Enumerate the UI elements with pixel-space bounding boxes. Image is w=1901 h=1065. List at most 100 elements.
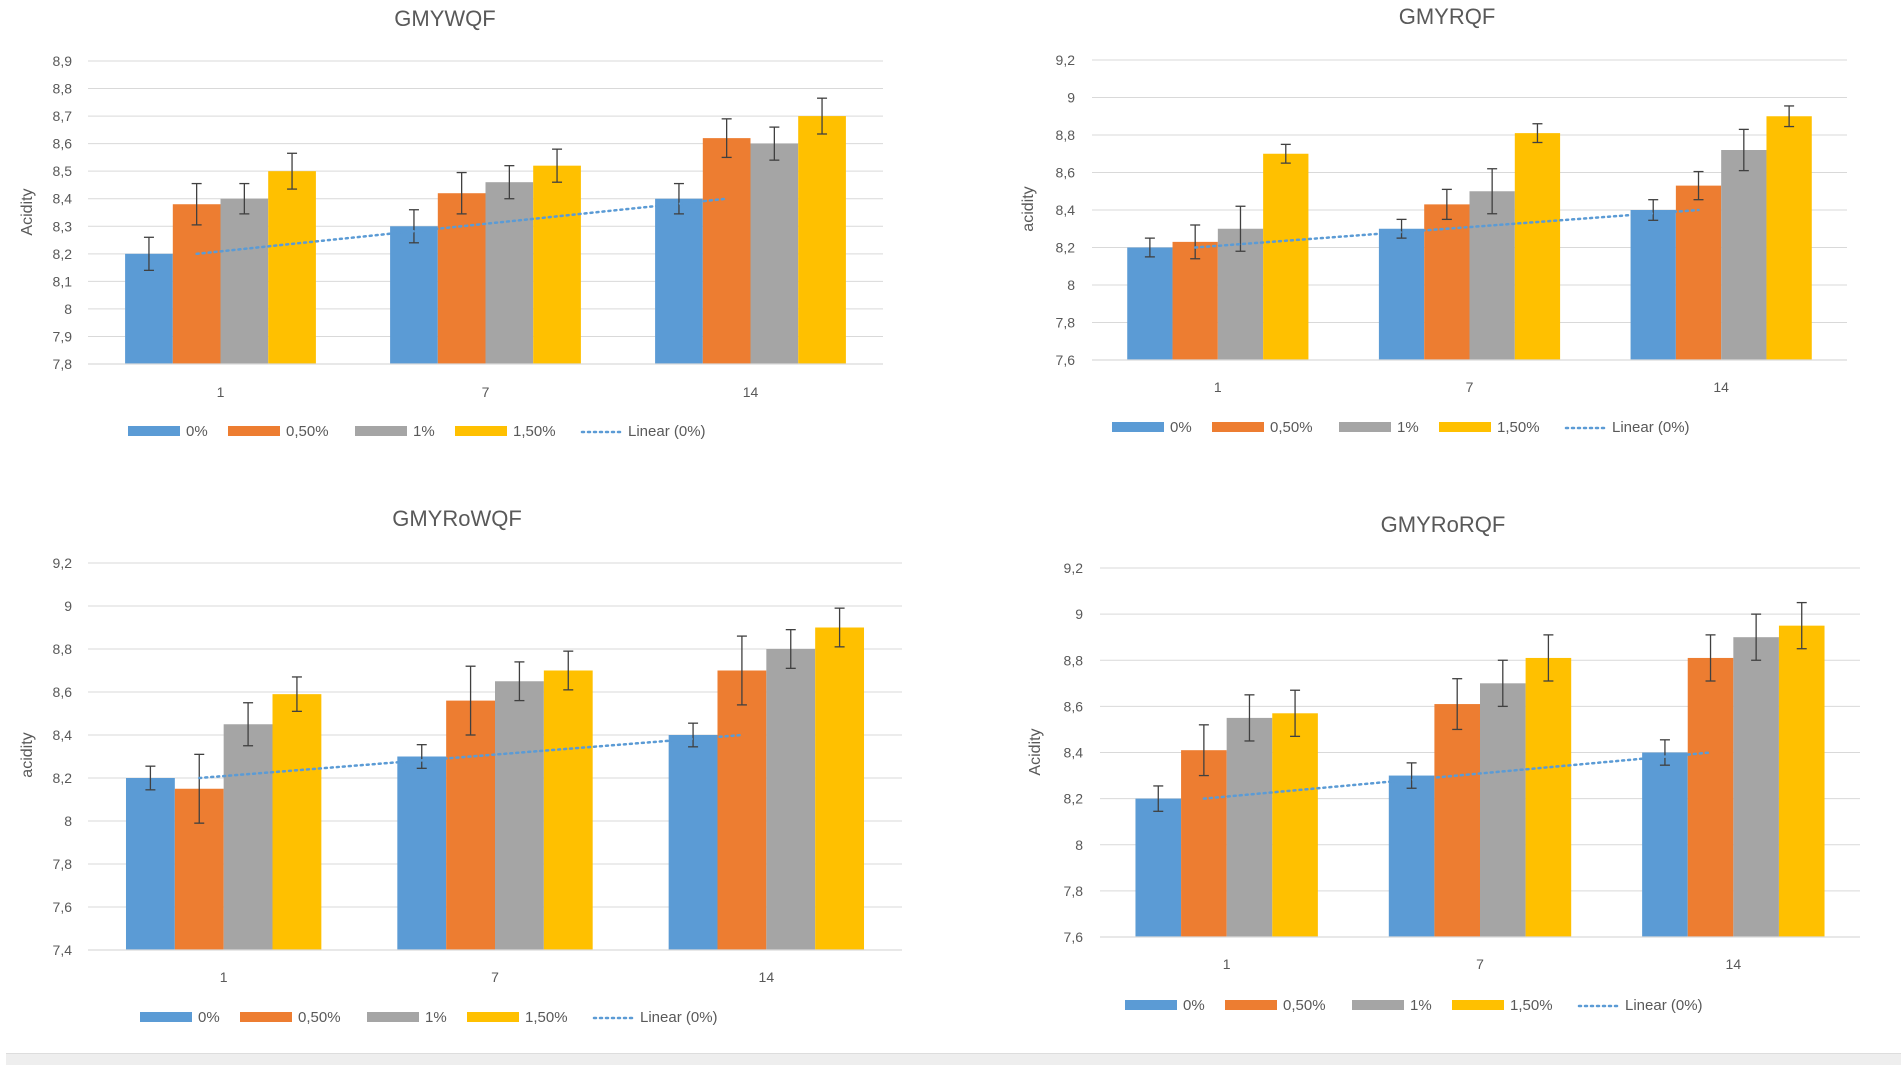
legend-label: 0%: [186, 423, 208, 440]
y-tick-label: 8,4: [53, 191, 73, 207]
bar: [798, 116, 846, 364]
legend-label: Linear (0%): [1625, 997, 1703, 1014]
bar: [1721, 150, 1767, 360]
legend-label: 1,50%: [525, 1009, 568, 1026]
legend-label: 1,50%: [1510, 997, 1553, 1014]
trendline: [1193, 208, 1700, 249]
y-tick-label: 8,3: [53, 218, 73, 234]
chart-title: GMYWQF: [394, 6, 495, 31]
bar: [1766, 116, 1812, 360]
legend-label: 0,50%: [1283, 997, 1326, 1014]
y-axis-label: acidity: [19, 732, 36, 777]
bar: [1263, 153, 1309, 360]
bar: [1514, 133, 1561, 360]
bar: [1272, 713, 1318, 937]
chart-title: GMYRoWQF: [392, 506, 522, 531]
bar: [223, 724, 273, 950]
bar: [1172, 241, 1218, 360]
x-tick-label: 1: [217, 384, 225, 400]
trendline: [1202, 751, 1712, 800]
y-tick-label: 8: [1075, 837, 1083, 853]
bar: [1181, 750, 1227, 937]
bar: [1434, 704, 1480, 937]
bar: [1388, 775, 1435, 937]
legend-swatch: [1112, 422, 1164, 432]
x-tick-label: 7: [1476, 956, 1484, 972]
bar: [1378, 228, 1425, 360]
y-tick-label: 7,8: [53, 356, 73, 372]
bar: [1127, 247, 1173, 360]
trendline: [195, 197, 728, 256]
bar: [446, 700, 495, 950]
y-tick-label: 8,9: [53, 53, 73, 69]
y-tick-label: 8,1: [53, 273, 73, 289]
legend-label: 0%: [198, 1009, 220, 1026]
legend-swatch: [128, 426, 180, 436]
legend-swatch: [367, 1012, 419, 1022]
y-tick-label: 8,8: [1064, 652, 1084, 668]
y-tick-label: 8,2: [1056, 240, 1076, 256]
y-tick-label: 8,8: [1056, 127, 1076, 143]
y-tick-label: 8,6: [53, 684, 73, 700]
y-tick-label: 7,8: [1064, 883, 1084, 899]
y-tick-label: 8: [64, 301, 72, 317]
legend-label: 0,50%: [286, 423, 329, 440]
bar: [1642, 752, 1688, 937]
x-tick-label: 7: [482, 384, 490, 400]
bar: [485, 182, 534, 364]
bar: [220, 198, 269, 364]
chart-gmywqf: GMYWQF Acidity 7,8 7,9 8 8,1 8,2 8,3 8,4 8,5 8,6…: [19, 6, 883, 440]
legend-label: Linear (0%): [628, 423, 706, 440]
legend-swatch: [355, 426, 407, 436]
bar: [390, 226, 438, 364]
bar: [125, 778, 175, 950]
y-tick-label: 8,7: [53, 108, 73, 124]
bar: [750, 143, 799, 364]
bar: [495, 681, 544, 950]
x-tick-label: 1: [1214, 379, 1222, 395]
bar: [655, 198, 703, 364]
y-tick-label: 9,2: [1064, 560, 1084, 576]
x-tick-label: 14: [1713, 379, 1729, 395]
bar: [543, 670, 593, 950]
trendline: [197, 733, 744, 780]
y-tick-label: 8,8: [53, 641, 73, 657]
bar: [397, 756, 447, 950]
bar: [533, 165, 581, 364]
y-tick-label: 8: [1067, 277, 1075, 293]
y-tick-label: 7,6: [1064, 929, 1084, 945]
bar: [1675, 185, 1722, 360]
bar: [125, 253, 173, 364]
legend-swatch: [467, 1012, 519, 1022]
x-tick-label: 14: [759, 969, 775, 985]
y-tick-label: 8,6: [1064, 698, 1084, 714]
x-tick-label: 7: [491, 969, 499, 985]
legend-label: 1%: [1410, 997, 1432, 1014]
y-tick-label: 8: [64, 813, 72, 829]
y-tick-label: 8,5: [53, 163, 73, 179]
bar: [717, 670, 767, 950]
legend-swatch: [1452, 1000, 1504, 1010]
x-tick-label: 14: [1726, 956, 1742, 972]
bar: [268, 171, 316, 364]
y-tick-label: 7,8: [53, 856, 73, 872]
y-tick-label: 8,6: [1056, 165, 1076, 181]
chart-title: GMYRoRQF: [1381, 512, 1506, 537]
legend-swatch: [1225, 1000, 1277, 1010]
legend-label: 1%: [425, 1009, 447, 1026]
x-tick-label: 1: [220, 969, 228, 985]
y-axis-label: Acidity: [19, 188, 36, 235]
y-tick-label: 8,4: [1056, 202, 1076, 218]
y-tick-label: 9: [1067, 90, 1075, 106]
legend-label: 0,50%: [1270, 419, 1313, 436]
y-tick-label: 8,6: [53, 136, 73, 152]
y-tick-label: 7,6: [1056, 352, 1076, 368]
bar: [1630, 210, 1676, 360]
y-tick-label: 8,2: [53, 770, 73, 786]
y-tick-label: 7,9: [53, 328, 73, 344]
y-tick-label: 7,6: [53, 899, 73, 915]
bar: [1687, 657, 1734, 937]
y-tick-label: 9,2: [53, 555, 73, 571]
y-tick-label: 8,2: [1064, 791, 1084, 807]
